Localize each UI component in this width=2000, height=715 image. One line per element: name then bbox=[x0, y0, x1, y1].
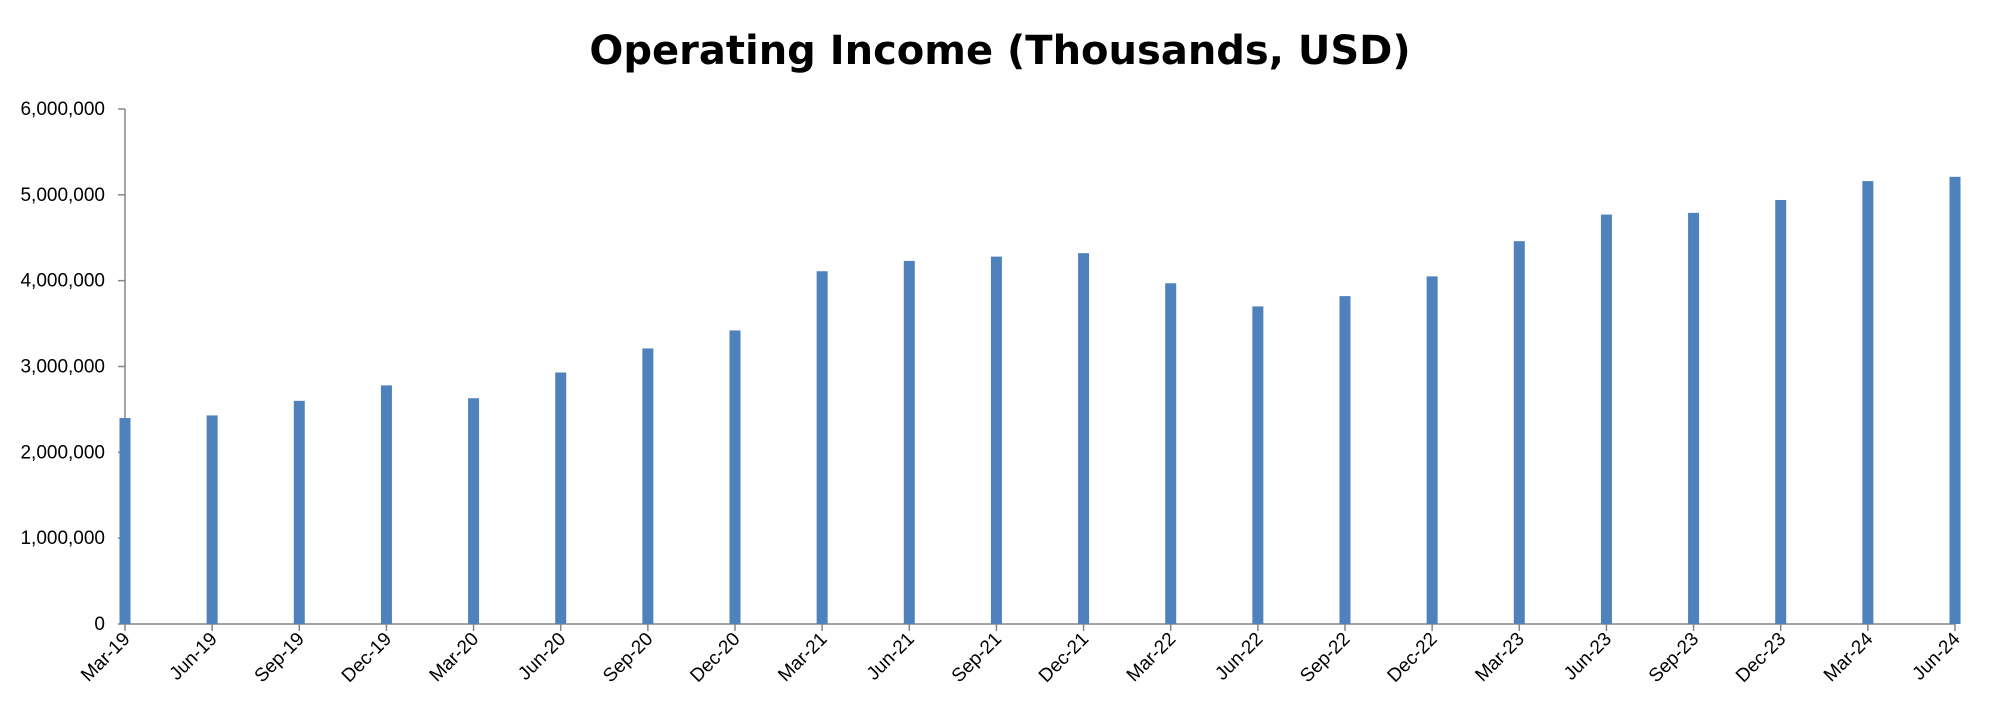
bar-mar-24 bbox=[1862, 181, 1874, 624]
bar-mar-21 bbox=[816, 271, 828, 624]
bar-dec-19 bbox=[380, 385, 392, 624]
bar-sep-19 bbox=[293, 400, 305, 624]
bar-sep-21 bbox=[990, 256, 1002, 624]
x-tick-label: Dec-19 bbox=[338, 629, 396, 687]
x-tick-label: Jun-19 bbox=[166, 629, 222, 685]
x-tick-label: Mar-23 bbox=[1471, 629, 1528, 686]
x-tick-label: Dec-21 bbox=[1035, 629, 1093, 687]
x-tick-label: Mar-22 bbox=[1123, 629, 1180, 686]
x-tick-label: Jun-24 bbox=[1909, 628, 1965, 684]
bar-dec-22 bbox=[1426, 276, 1438, 624]
y-tick-label: 5,000,000 bbox=[20, 185, 105, 206]
chart-title: Operating Income (Thousands, USD) bbox=[589, 28, 1410, 74]
y-tick-label: 4,000,000 bbox=[20, 271, 105, 292]
x-tick-label: Sep-23 bbox=[1645, 629, 1703, 687]
bar-mar-22 bbox=[1165, 283, 1177, 624]
y-tick-label: 3,000,000 bbox=[20, 357, 105, 378]
x-axis: Mar-19 Jun-19 Sep-19 Dec-19 Mar-20 Jun-20 Sep-… bbox=[77, 623, 1965, 687]
x-tick-label: Mar-24 bbox=[1820, 628, 1878, 686]
bar-dec-21 bbox=[1078, 253, 1090, 624]
bar-mar-19 bbox=[119, 418, 131, 624]
y-tick-label: 2,000,000 bbox=[20, 442, 105, 463]
bar-jun-22 bbox=[1252, 306, 1264, 624]
bar-mar-20 bbox=[468, 398, 480, 624]
bar-dec-23 bbox=[1775, 199, 1787, 624]
bar-series bbox=[119, 176, 1961, 624]
bar-sep-22 bbox=[1339, 296, 1351, 624]
bar-jun-24 bbox=[1949, 176, 1961, 624]
x-tick-label: Dec-22 bbox=[1384, 629, 1442, 687]
x-tick-label: Sep-22 bbox=[1296, 629, 1354, 687]
y-tick-label: 0 bbox=[94, 614, 105, 635]
x-tick-label: Sep-19 bbox=[251, 629, 309, 687]
x-tick-label: Sep-21 bbox=[948, 629, 1006, 687]
bar-mar-23 bbox=[1513, 241, 1525, 624]
y-axis: 0 1,000,000 2,000,000 3,000,000 4,000,000 5,0… bbox=[20, 99, 126, 635]
x-tick-label: Jun-20 bbox=[514, 629, 570, 685]
x-tick-label: Jun-21 bbox=[863, 629, 919, 685]
bar-sep-20 bbox=[642, 348, 654, 624]
bar-sep-23 bbox=[1688, 212, 1700, 624]
x-tick-label: Dec-23 bbox=[1732, 629, 1790, 687]
bar-jun-21 bbox=[903, 260, 915, 624]
x-tick-label: Mar-20 bbox=[426, 629, 483, 686]
y-tick-label: 1,000,000 bbox=[20, 528, 105, 549]
x-tick-label: Dec-20 bbox=[686, 629, 744, 687]
x-tick-label: Jun-23 bbox=[1560, 629, 1616, 685]
x-tick-label: Sep-20 bbox=[599, 629, 657, 687]
bar-jun-23 bbox=[1600, 214, 1612, 624]
x-tick-label: Jun-22 bbox=[1211, 629, 1267, 685]
x-tick-label: Mar-19 bbox=[77, 629, 134, 686]
x-tick-label: Mar-21 bbox=[774, 629, 831, 686]
bar-jun-19 bbox=[206, 415, 218, 624]
bar-jun-20 bbox=[555, 372, 567, 624]
y-tick-label: 6,000,000 bbox=[20, 99, 105, 120]
bar-dec-20 bbox=[729, 330, 741, 624]
